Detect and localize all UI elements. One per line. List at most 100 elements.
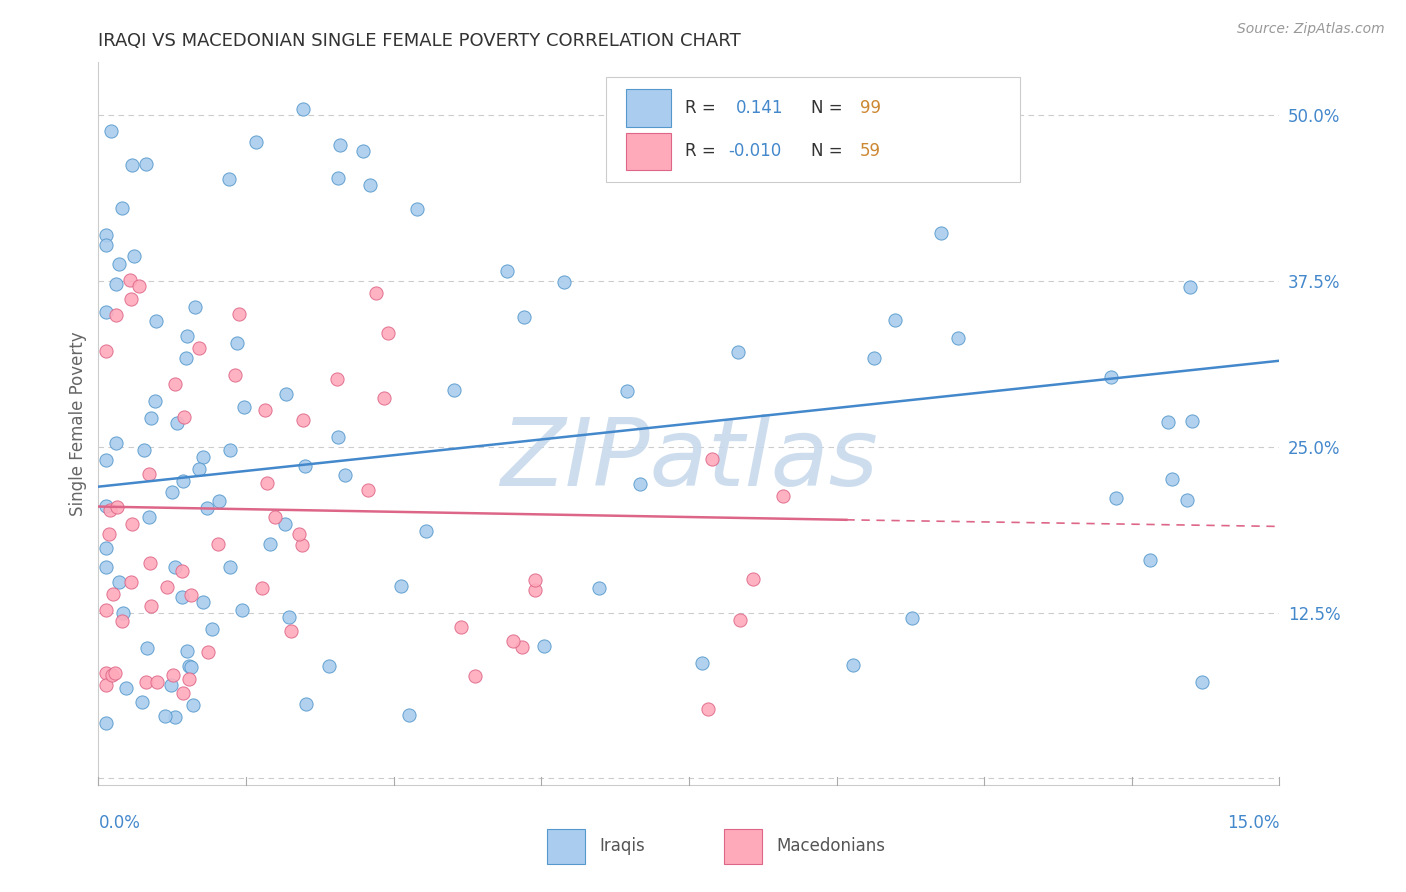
Point (288, 527, 311, 541)
Point (131, 696, 153, 710)
Point (104, 308, 127, 322)
Point (443, 384, 465, 398)
Point (101, 587, 124, 601)
Point (96, 237, 118, 252)
Point (278, 610, 301, 624)
Point (122, 249, 145, 263)
Point (1191, 674, 1213, 689)
Point (254, 403, 277, 417)
Point (294, 459, 316, 474)
Point (389, 579, 412, 593)
Point (100, 667, 122, 681)
Point (180, 588, 202, 602)
Point (1178, 280, 1201, 294)
Point (450, 620, 472, 634)
Point (219, 560, 242, 574)
Point (250, 582, 273, 596)
Point (292, 102, 315, 116)
FancyBboxPatch shape (547, 829, 585, 863)
Point (128, 278, 150, 293)
Point (96, 716, 118, 731)
Point (138, 510, 160, 524)
Point (772, 489, 794, 503)
Point (120, 292, 142, 306)
Point (359, 178, 381, 193)
Point (166, 417, 188, 431)
Point (464, 669, 486, 683)
Point (172, 564, 194, 578)
Point (259, 536, 281, 550)
Point (588, 581, 610, 595)
Point (208, 494, 231, 508)
Point (291, 412, 314, 426)
Point (232, 400, 254, 414)
Point (156, 580, 179, 594)
Point (496, 263, 519, 277)
Point (628, 477, 651, 491)
Point (165, 376, 187, 391)
Point (1156, 415, 1178, 429)
Point (201, 622, 224, 636)
Point (1104, 491, 1126, 505)
Point (96, 499, 118, 513)
Point (226, 336, 249, 351)
Text: R =: R = (685, 99, 721, 117)
Text: Iraqis: Iraqis (599, 838, 645, 855)
Point (406, 202, 429, 216)
Point (111, 202, 134, 216)
Point (105, 500, 128, 514)
Point (730, 613, 752, 627)
Point (146, 674, 169, 689)
Text: 15.0%: 15.0% (1227, 814, 1279, 832)
Point (162, 668, 184, 682)
Point (523, 573, 546, 587)
Point (207, 537, 229, 551)
Point (115, 681, 138, 696)
Point (377, 326, 399, 340)
Point (96, 228, 118, 243)
Point (364, 285, 387, 300)
Point (177, 658, 200, 673)
Point (173, 474, 195, 488)
Point (134, 675, 156, 690)
Point (329, 138, 352, 153)
Point (263, 509, 285, 524)
Point (224, 368, 246, 382)
Point (884, 312, 907, 326)
Point (326, 372, 349, 386)
Point (173, 409, 195, 424)
Point (1139, 553, 1161, 567)
Point (172, 686, 194, 700)
Point (176, 644, 198, 658)
Point (181, 698, 204, 712)
Point (153, 709, 176, 723)
Point (174, 351, 197, 365)
Text: 0.0%: 0.0% (98, 814, 141, 832)
Point (274, 386, 297, 401)
Text: N =: N = (811, 99, 842, 117)
Point (160, 678, 183, 692)
Text: 0.141: 0.141 (737, 99, 783, 117)
Point (143, 393, 166, 408)
Text: -0.010: -0.010 (728, 143, 782, 161)
Point (100, 503, 122, 517)
Point (1160, 472, 1182, 486)
FancyBboxPatch shape (626, 89, 671, 127)
Point (96, 305, 118, 319)
Point (138, 467, 160, 482)
Point (245, 135, 267, 149)
Point (111, 614, 134, 628)
Point (218, 171, 240, 186)
Point (291, 538, 314, 552)
Point (700, 451, 723, 466)
Point (195, 500, 218, 515)
Point (328, 430, 350, 444)
Point (357, 483, 380, 498)
Point (533, 640, 555, 654)
Text: Macedonians: Macedonians (776, 838, 886, 855)
Point (96, 678, 118, 692)
FancyBboxPatch shape (626, 133, 671, 170)
Point (862, 351, 884, 366)
Point (948, 330, 970, 344)
Point (120, 574, 142, 589)
